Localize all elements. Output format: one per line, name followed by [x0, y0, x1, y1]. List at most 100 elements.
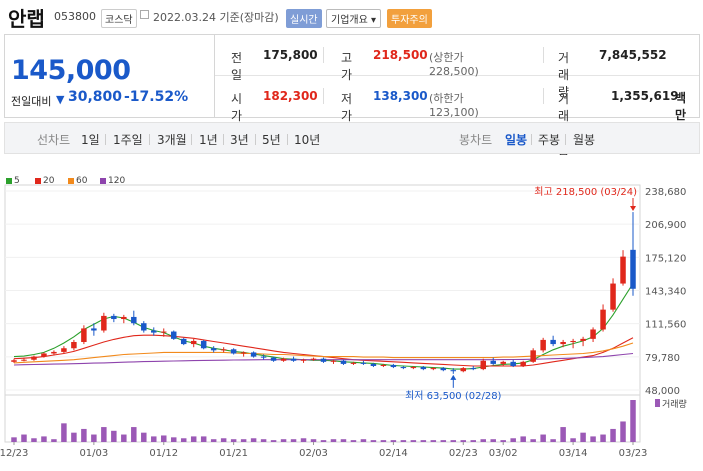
- candle-body: [510, 361, 516, 366]
- candle-body: [460, 368, 467, 372]
- open-label: 시가: [231, 92, 243, 123]
- price-summary: 145,000 전일대비 ▼ 30,800 -17.52% 전일 175,800…: [4, 34, 700, 157]
- volume-bar: [480, 439, 486, 442]
- tab-1-year[interactable]: 1년: [199, 133, 218, 147]
- high-label: 고가: [341, 51, 353, 82]
- tab-5-years[interactable]: 5년: [262, 133, 281, 147]
- candle-body: [470, 368, 477, 370]
- volume-bar: [151, 436, 157, 442]
- tab-divider: [565, 134, 566, 145]
- stock-header: 안랩 053800 코스닥 2022.03.24 기준(장마감) 실시간 기업개…: [0, 0, 703, 34]
- volume-bar: [170, 437, 177, 442]
- high-arrow-head: [630, 206, 637, 212]
- legend-label: 5: [14, 176, 20, 186]
- investment-warning-badge[interactable]: 투자주의: [387, 9, 432, 28]
- volume-bar: [490, 439, 496, 442]
- tab-line-chart[interactable]: 선차트: [37, 133, 71, 147]
- candle-body: [340, 360, 347, 364]
- candle-body: [350, 362, 357, 364]
- volume-bar: [51, 439, 57, 442]
- legend-ma120: 120: [100, 176, 125, 186]
- legend-ma20: 20: [35, 176, 54, 186]
- candle-body: [550, 339, 556, 345]
- candle-body: [430, 368, 437, 370]
- candle-body: [490, 360, 496, 364]
- volume-bar: [400, 440, 407, 442]
- candle-body: [450, 370, 457, 372]
- y-tick-label: 48,000: [645, 386, 680, 397]
- volume-value: 7,845,552: [599, 48, 667, 62]
- candle-body: [600, 309, 606, 330]
- volume-bar: [190, 436, 197, 442]
- volume-bar: [200, 436, 207, 442]
- amount-unit: 백만: [675, 91, 687, 122]
- company-info-dropdown[interactable]: 기업개요 ▾: [326, 9, 382, 28]
- candle-body: [520, 361, 526, 366]
- tab-monthly[interactable]: 월봉: [573, 133, 596, 147]
- volume-bar: [240, 439, 247, 442]
- divider: [543, 88, 544, 104]
- candle-body: [230, 349, 237, 354]
- volume-bar: [300, 438, 307, 442]
- volume-bar: [121, 434, 127, 442]
- volume-bar: [540, 434, 546, 442]
- candle-body: [141, 323, 147, 331]
- volume-bar: [180, 438, 187, 442]
- low-annotation: 최저 63,500 (02/28): [405, 390, 501, 402]
- tab-3-years[interactable]: 3년: [230, 133, 249, 147]
- x-tick-label: 02/03: [299, 448, 328, 459]
- x-tick-label: 02/23: [449, 448, 478, 459]
- tab-1-day[interactable]: 1일: [81, 133, 100, 147]
- calendar-icon: [140, 10, 149, 19]
- y-tick-label: 206,900: [645, 220, 686, 231]
- low-arrow-head: [450, 374, 457, 380]
- y-tick-label: 79,780: [645, 353, 680, 364]
- change-label: 전일대비: [11, 95, 52, 108]
- volume-legend-swatch: [655, 399, 660, 407]
- volume-bars: 거래량: [11, 398, 687, 442]
- volume-bar: [450, 440, 457, 442]
- tab-candle-chart[interactable]: 봉차트: [459, 133, 493, 147]
- stock-code: 053800: [54, 10, 96, 23]
- y-tick-label: 111,560: [645, 320, 686, 331]
- volume-label: 거래량: [662, 398, 687, 410]
- volume-bar: [320, 440, 327, 442]
- tab-1-week[interactable]: 1주일: [113, 133, 143, 147]
- company-info-label: 기업개요: [331, 15, 368, 26]
- legend-swatch: [68, 177, 74, 184]
- chart-tabs: 선차트 1일 1주일 3개월 1년 3년 5년 10년 봉차트 일봉 주봉 월봉: [4, 122, 700, 154]
- volume-bar: [111, 430, 117, 442]
- volume-bar: [510, 438, 516, 442]
- amount-value: 1,355,619: [611, 89, 679, 103]
- volume-bar: [310, 439, 317, 442]
- volume-bar: [530, 439, 536, 442]
- volume-bar: [410, 440, 417, 442]
- candle-body: [410, 367, 417, 369]
- tab-daily[interactable]: 일봉: [505, 133, 528, 147]
- candle-body: [590, 329, 596, 339]
- market-badge: 코스닥: [101, 9, 137, 28]
- x-tick-label: 01/21: [219, 448, 248, 459]
- summary-row-1: 전일 175,800 고가 218,500 (상한가 228,500) 거래량 …: [215, 35, 699, 99]
- volume-bar: [61, 423, 67, 442]
- volume-bar: [21, 434, 27, 442]
- divider: [323, 47, 324, 63]
- volume-bar: [101, 427, 107, 442]
- candle-body: [71, 341, 77, 349]
- ma-60-line: [13, 342, 634, 364]
- volume-bar: [370, 440, 377, 442]
- candle-body: [380, 364, 387, 366]
- volume-bar: [590, 436, 596, 442]
- candle-body: [530, 350, 536, 362]
- tab-10-years[interactable]: 10년: [294, 133, 321, 147]
- candle-body: [610, 283, 616, 310]
- tab-3-months[interactable]: 3개월: [157, 133, 187, 147]
- realtime-button[interactable]: 실시간: [286, 9, 322, 28]
- tab-weekly[interactable]: 주봉: [538, 133, 561, 147]
- divider: [323, 88, 324, 104]
- candle-body: [390, 364, 397, 368]
- volume-bar: [41, 436, 47, 442]
- high-value: 218,500: [373, 48, 428, 62]
- legend-swatch: [100, 177, 106, 184]
- volume-bar: [550, 439, 556, 442]
